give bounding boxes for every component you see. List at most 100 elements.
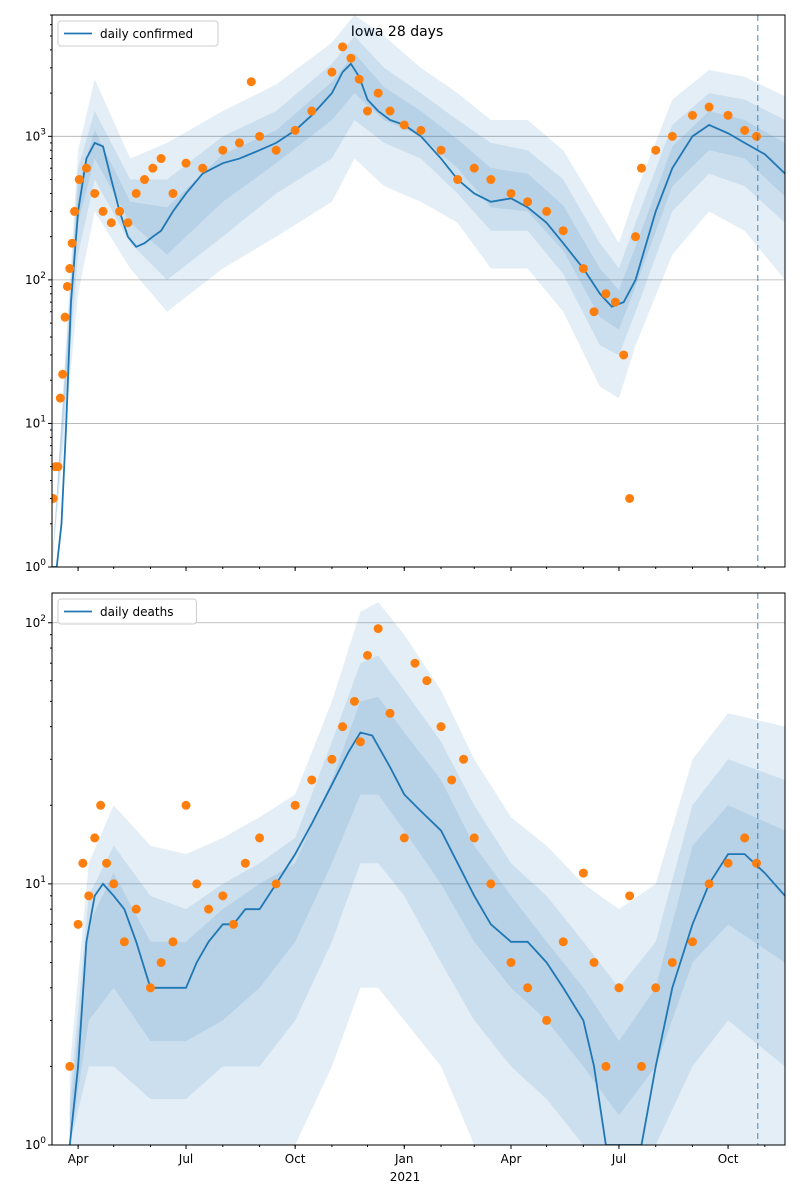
observed-point (373, 88, 383, 98)
observed-point (578, 264, 588, 274)
observed-point (704, 102, 714, 112)
observed-point (65, 264, 75, 274)
observed-point (704, 879, 714, 889)
panel-daily-confirmed: 100 101 102 103 daily confirmed (25, 14, 786, 574)
observed-point (625, 494, 635, 504)
observed-point (148, 163, 158, 173)
observed-point (271, 145, 281, 155)
observed-point (422, 676, 432, 686)
observed-point (327, 754, 337, 764)
chart-title: Iowa 28 days (351, 24, 443, 40)
observed-point (74, 175, 84, 185)
observed-point (327, 67, 337, 77)
panel-daily-deaths: 100 101 102 Apr Jul Oct Jan Apr Jul Oct daily deat… (25, 592, 786, 1166)
observed-point (410, 658, 420, 668)
observed-point (290, 125, 300, 135)
observed-point (96, 800, 106, 810)
observed-point (271, 879, 281, 889)
observed-point (636, 163, 646, 173)
observed-point (109, 879, 119, 889)
observed-point (52, 494, 58, 504)
observed-point (218, 145, 228, 155)
observed-point (523, 983, 533, 993)
observed-point (338, 722, 348, 732)
observed-point (84, 891, 94, 901)
x-tick-label: Jul (611, 1152, 626, 1166)
observed-point (385, 708, 395, 718)
observed-point (385, 106, 395, 116)
observed-point (55, 393, 65, 403)
uncertainty-band-middle (69, 655, 785, 1145)
observed-point (218, 891, 228, 901)
observed-point (399, 120, 409, 130)
observed-point (53, 462, 63, 472)
x-axis-year-label: 2021 (390, 1170, 421, 1184)
observed-point (651, 983, 661, 993)
observed-point (131, 904, 141, 914)
observed-point (115, 206, 125, 216)
legend-frame (57, 20, 219, 47)
observed-point (67, 238, 77, 248)
uncertainty-band-outer (52, 15, 785, 567)
observed-point (228, 919, 238, 929)
observed-point (416, 125, 426, 135)
legend: daily deaths (57, 598, 197, 625)
uncertainty-band-middle (52, 35, 785, 567)
observed-point (90, 833, 100, 843)
observed-point (106, 218, 116, 228)
observed-point (436, 722, 446, 732)
plot-area (52, 602, 785, 1145)
y-tick-label: 103 (25, 127, 46, 143)
observed-point (338, 42, 348, 52)
uncertainty-band-inner (69, 696, 785, 1145)
observed-point (255, 833, 265, 843)
axes-frame (51, 592, 786, 1146)
observed-point (614, 983, 624, 993)
model-line (52, 62, 785, 567)
observed-point (307, 106, 317, 116)
observed-point (601, 1061, 611, 1071)
observed-point (168, 188, 178, 198)
x-tick-label: Jan (394, 1152, 414, 1166)
observed-point (90, 188, 100, 198)
x-tick-label: Apr (68, 1152, 89, 1166)
observed-point (740, 125, 750, 135)
observed-point (651, 145, 661, 155)
observed-point (723, 110, 733, 120)
observed-point (542, 1015, 552, 1025)
observed-point (204, 904, 214, 914)
observed-point (399, 833, 409, 843)
legend: daily confirmed (57, 20, 219, 47)
observed-point (168, 937, 178, 947)
observed-point (447, 775, 457, 785)
observed-point (506, 957, 516, 967)
observed-point (131, 188, 141, 198)
legend-label: daily confirmed (100, 27, 193, 41)
observed-point (346, 53, 356, 63)
observed-point (78, 858, 88, 868)
observed-point (355, 737, 365, 747)
y-tick-label: 100 (25, 1136, 46, 1152)
legend-frame (57, 598, 197, 625)
observed-point (436, 145, 446, 155)
observed-point (145, 983, 155, 993)
y-tick-label: 102 (25, 614, 46, 630)
observed-point (667, 131, 677, 141)
y-tick-label: 100 (25, 558, 46, 574)
x-tick-label: Oct (718, 1152, 739, 1166)
observed-point (140, 175, 150, 185)
x-tick-label: Oct (285, 1152, 306, 1166)
observed-point (752, 131, 762, 141)
observed-point (240, 858, 250, 868)
observed-point (558, 226, 568, 236)
observed-point (354, 74, 364, 84)
observed-point (255, 131, 265, 141)
observed-point (198, 163, 208, 173)
observed-point (752, 858, 762, 868)
observed-point (453, 175, 463, 185)
observed-point (123, 218, 133, 228)
observed-point (687, 110, 697, 120)
observed-point (102, 858, 112, 868)
observed-point (723, 858, 733, 868)
